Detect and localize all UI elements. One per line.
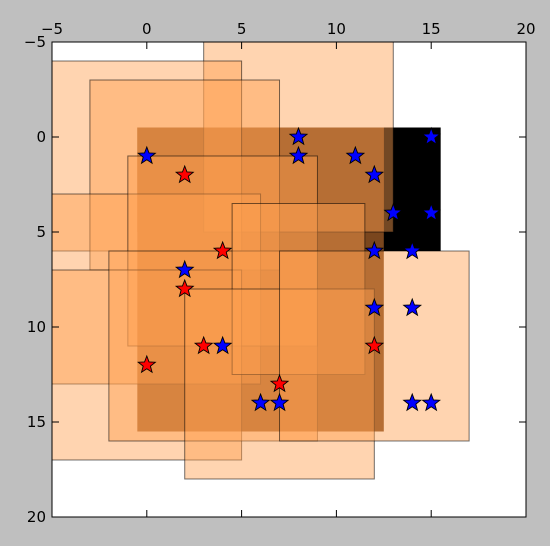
- marker-s0-1: [212, 240, 233, 260]
- marker-s1-8: [364, 240, 385, 260]
- marker-s1-13: [212, 335, 233, 355]
- axis-ticks: [51, 41, 527, 518]
- marker-s1-0: [137, 145, 157, 165]
- marker-s1-2: [288, 145, 309, 165]
- marker-s0-6: [364, 335, 385, 355]
- y-tick-label: 0: [36, 128, 46, 146]
- marker-s1-17: [421, 392, 441, 412]
- marker-s1-9: [402, 240, 423, 260]
- marker-s1-3: [345, 145, 366, 165]
- x-tick-label: 0: [142, 20, 152, 38]
- marker-s1-4: [421, 126, 441, 146]
- y-tick-label: −5: [24, 33, 46, 51]
- marker-s0-4: [137, 354, 157, 374]
- x-tick-label: 20: [516, 20, 535, 38]
- x-tick-label: 5: [237, 20, 247, 38]
- marker-s1-6: [383, 202, 404, 222]
- y-tick-labels: −5 0 5 10 15 20: [24, 33, 46, 526]
- y-tick-label: 5: [36, 223, 46, 241]
- plot-frame: [51, 41, 527, 518]
- y-tick-label: 15: [27, 413, 46, 431]
- overlay-rects: [51, 41, 470, 480]
- marker-s1-1: [288, 126, 309, 146]
- x-tick-label: 15: [422, 20, 441, 38]
- marker-s0-0: [174, 164, 195, 184]
- y-tick-label: 10: [27, 318, 46, 336]
- marker-s1-5: [364, 164, 385, 184]
- y-tick-label: 20: [27, 508, 46, 526]
- marker-s0-3: [193, 335, 214, 355]
- marker-s0-5: [269, 373, 290, 393]
- data-markers: [137, 126, 441, 412]
- marker-s1-15: [269, 392, 290, 412]
- marker-s1-14: [250, 392, 271, 412]
- marker-s1-7: [421, 202, 441, 222]
- x-tick-label: 10: [327, 20, 346, 38]
- background-rect-0: [374, 127, 441, 251]
- x-tick-label: −5: [41, 20, 63, 38]
- marker-s1-16: [402, 392, 423, 412]
- marker-s1-12: [402, 297, 423, 317]
- x-tick-labels: −5 0 5 10 15 20: [41, 20, 536, 38]
- marker-s1-10: [174, 259, 195, 279]
- marker-s1-11: [364, 297, 385, 317]
- marker-s0-2: [174, 278, 195, 298]
